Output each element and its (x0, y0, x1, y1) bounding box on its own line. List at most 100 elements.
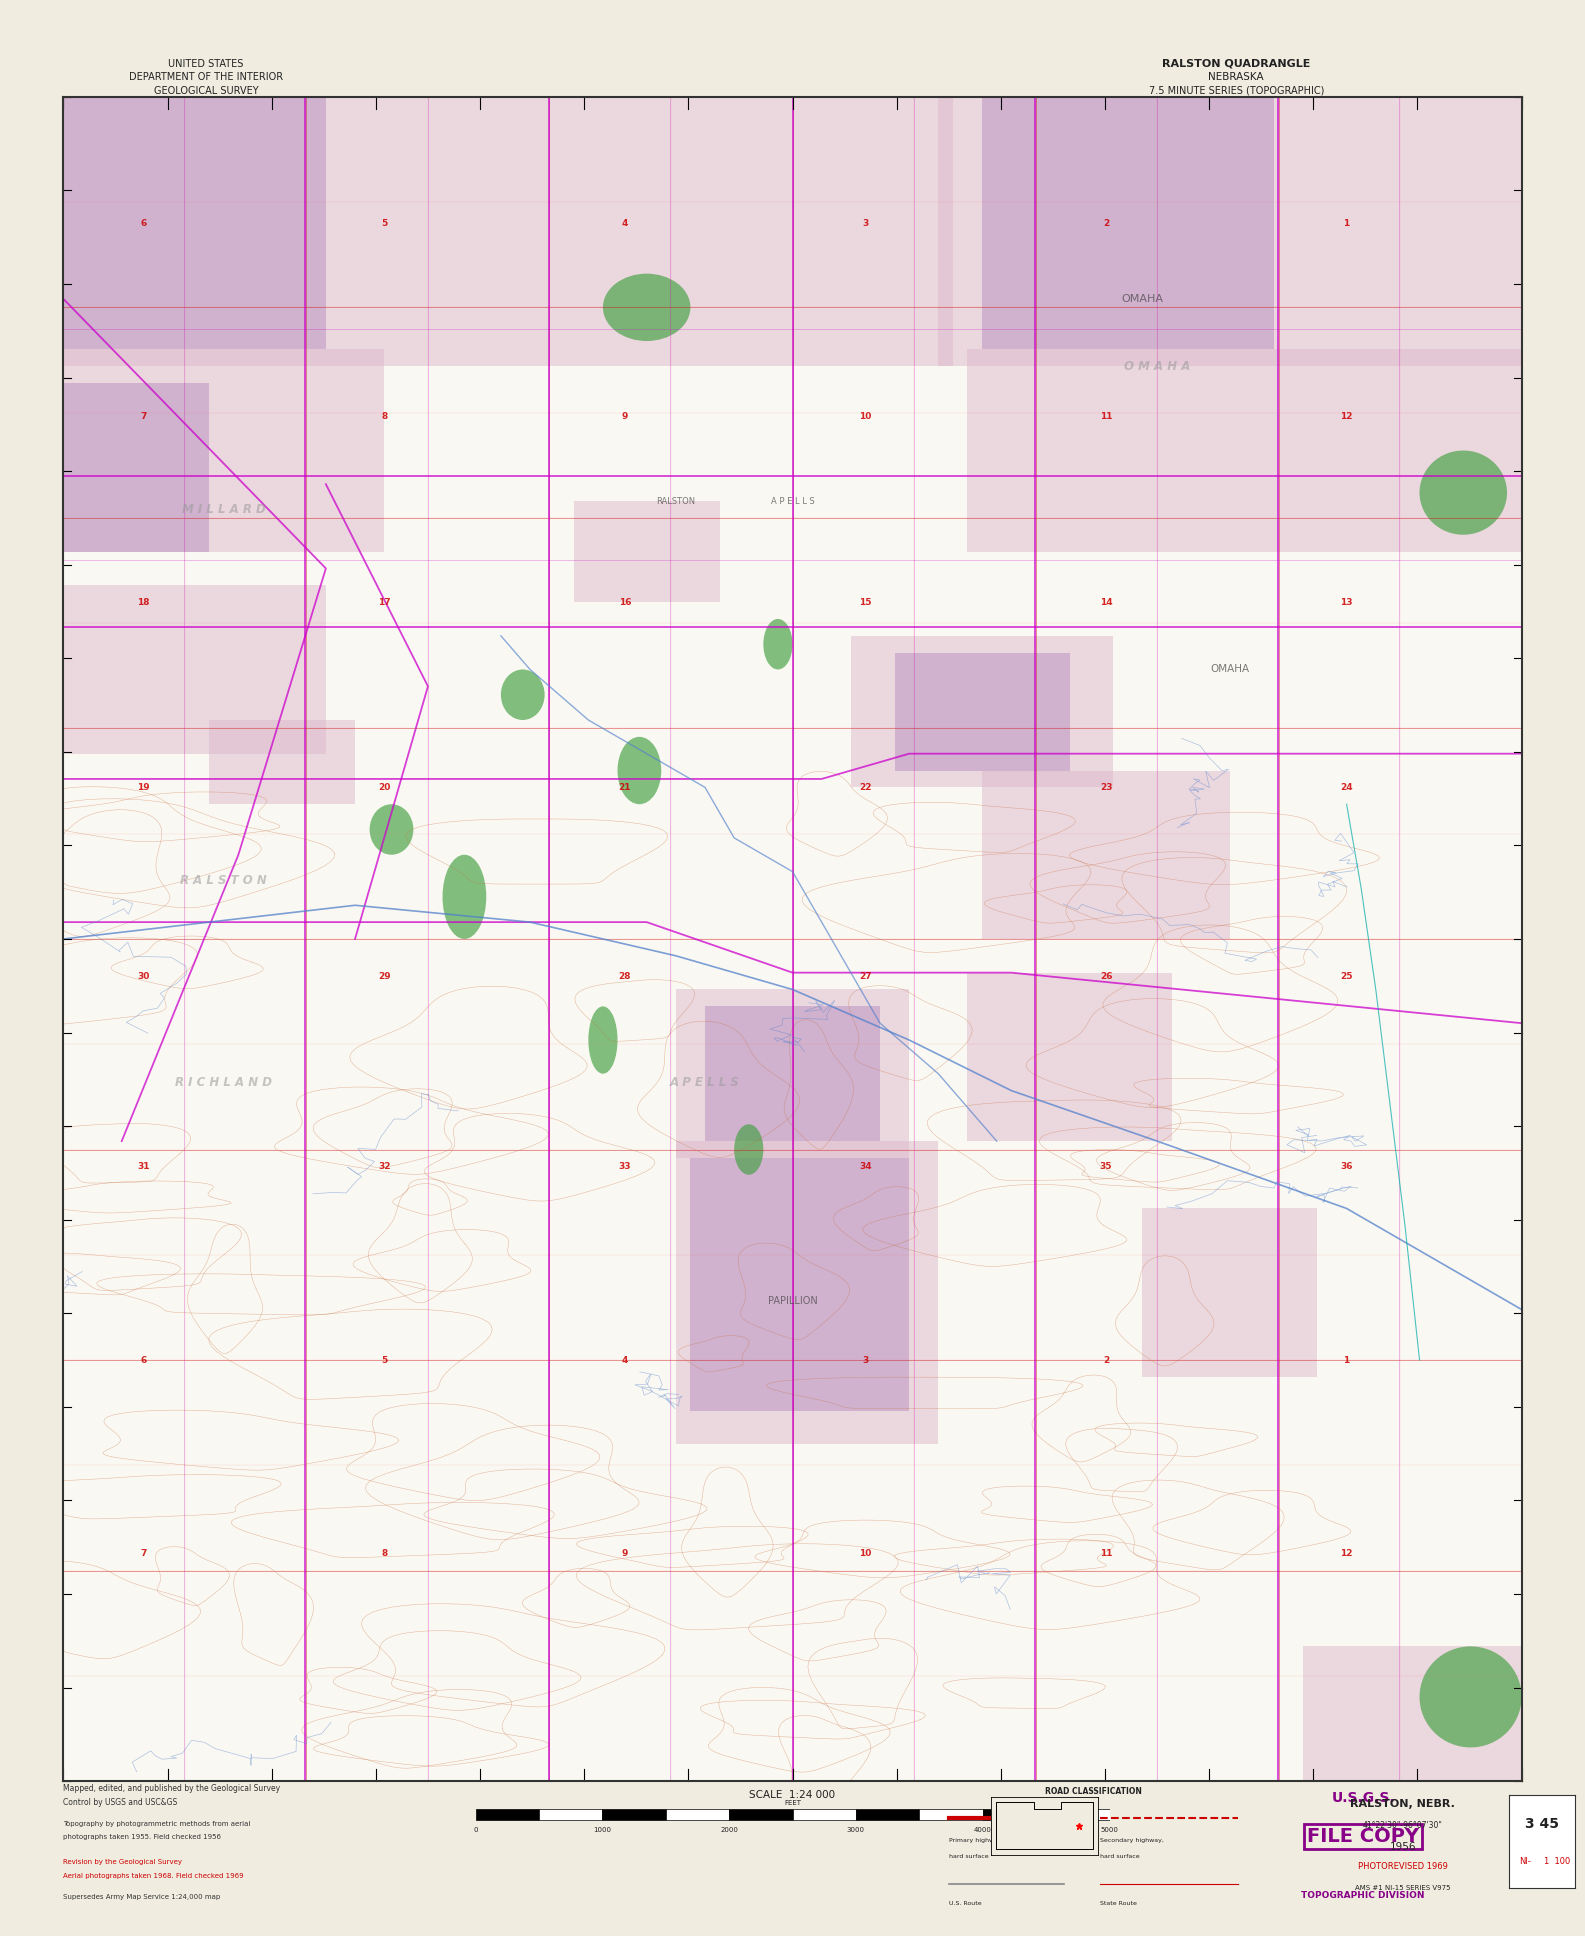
Text: 6: 6 (141, 219, 147, 228)
Ellipse shape (1420, 1646, 1522, 1748)
Text: 2: 2 (1103, 219, 1109, 228)
Text: OMAHA: OMAHA (1211, 664, 1249, 674)
Text: 27: 27 (859, 972, 872, 980)
Text: Mapped, edited, and published by the Geological Survey: Mapped, edited, and published by the Geo… (63, 1785, 281, 1793)
Text: 0: 0 (474, 1828, 477, 1833)
Text: 19: 19 (138, 782, 151, 792)
Text: GEOLOGICAL SURVEY: GEOLOGICAL SURVEY (154, 85, 258, 97)
Ellipse shape (602, 273, 691, 341)
Text: O M A H A: O M A H A (1124, 360, 1190, 374)
Text: 10: 10 (859, 1549, 872, 1558)
Bar (602, 1808, 666, 1820)
Text: NEBRASKA: NEBRASKA (1208, 72, 1265, 83)
Text: 30: 30 (138, 972, 151, 980)
Text: TOPOGRAPHIC DIVISION: TOPOGRAPHIC DIVISION (1301, 1891, 1425, 1899)
Bar (63, 97, 327, 350)
Bar (983, 771, 1230, 939)
Text: 25: 25 (1341, 972, 1354, 980)
Bar (851, 635, 1113, 788)
Text: FEET: FEET (785, 1800, 800, 1806)
Bar (983, 97, 1274, 350)
Text: 22: 22 (859, 782, 872, 792)
Text: 34: 34 (859, 1162, 872, 1171)
Text: 12: 12 (1341, 412, 1354, 422)
Text: hard surface: hard surface (1100, 1853, 1140, 1859)
Text: 28: 28 (618, 972, 631, 980)
Ellipse shape (442, 856, 487, 939)
Text: 1  100: 1 100 (1544, 1857, 1571, 1866)
Text: Revision by the Geological Survey: Revision by the Geological Survey (63, 1859, 182, 1866)
Bar (705, 1007, 880, 1140)
Ellipse shape (501, 670, 545, 720)
Bar (983, 1808, 1046, 1820)
Ellipse shape (588, 1007, 618, 1074)
Text: 18: 18 (138, 598, 151, 606)
Bar (476, 1808, 539, 1820)
Text: AMS #1 NI-15 SERIES V975: AMS #1 NI-15 SERIES V975 (1355, 1884, 1450, 1891)
Bar (792, 1808, 856, 1820)
Text: 41°22'30"-96°07'30": 41°22'30"-96°07'30" (1363, 1822, 1442, 1830)
Text: SCALE  1:24 000: SCALE 1:24 000 (750, 1789, 835, 1800)
Text: State Route: State Route (1100, 1901, 1136, 1905)
Text: 2: 2 (1103, 1355, 1109, 1365)
Text: 3 45: 3 45 (1525, 1818, 1560, 1831)
Bar (545, 97, 953, 366)
Text: Primary highway,: Primary highway, (949, 1837, 1003, 1843)
Text: hard surface: hard surface (949, 1853, 989, 1859)
Text: OMAHA: OMAHA (1122, 294, 1163, 304)
Text: PAPILLION: PAPILLION (767, 1295, 818, 1307)
Text: 1956: 1956 (1390, 1841, 1415, 1853)
Text: 5000: 5000 (1100, 1828, 1119, 1833)
Text: 8: 8 (380, 412, 387, 422)
Text: 29: 29 (377, 972, 390, 980)
Text: 11: 11 (1100, 412, 1113, 422)
Text: 7: 7 (141, 412, 147, 422)
Text: 7.5 MINUTE SERIES (TOPOGRAPHIC): 7.5 MINUTE SERIES (TOPOGRAPHIC) (1149, 85, 1323, 97)
Text: 14: 14 (1100, 598, 1113, 606)
Text: 10: 10 (859, 412, 872, 422)
Bar (63, 350, 384, 552)
Text: 26: 26 (1100, 972, 1113, 980)
Text: 9: 9 (621, 412, 628, 422)
Text: 36: 36 (1341, 1162, 1354, 1171)
Text: ROAD CLASSIFICATION: ROAD CLASSIFICATION (1045, 1787, 1143, 1797)
Bar (574, 501, 720, 602)
Text: DEPARTMENT OF THE INTERIOR: DEPARTMENT OF THE INTERIOR (128, 72, 284, 83)
Text: 12: 12 (1341, 1549, 1354, 1558)
Text: FILE COPY: FILE COPY (1308, 1828, 1419, 1847)
Text: 8: 8 (380, 1549, 387, 1558)
Text: UNITED STATES: UNITED STATES (168, 58, 244, 70)
Text: Aerial photographs taken 1968. Field checked 1969: Aerial photographs taken 1968. Field che… (63, 1872, 244, 1880)
Bar (691, 1158, 910, 1411)
Text: 24: 24 (1341, 782, 1354, 792)
Text: Supersedes Army Map Service 1:24,000 map: Supersedes Army Map Service 1:24,000 map (63, 1893, 220, 1901)
Text: 6: 6 (141, 1355, 147, 1365)
Text: 17: 17 (377, 598, 390, 606)
Text: 15: 15 (859, 598, 872, 606)
Bar (539, 1808, 602, 1820)
Ellipse shape (369, 803, 414, 856)
Ellipse shape (734, 1125, 764, 1175)
Bar (1303, 1646, 1522, 1781)
Bar (675, 989, 910, 1158)
Text: Secondary highway,: Secondary highway, (1100, 1837, 1163, 1843)
Text: 1000: 1000 (593, 1828, 612, 1833)
Bar (729, 1808, 792, 1820)
Text: NI-: NI- (1520, 1857, 1531, 1866)
Text: 20: 20 (377, 782, 390, 792)
Text: 3: 3 (862, 1355, 869, 1365)
Ellipse shape (618, 738, 661, 803)
Text: 11: 11 (1100, 1549, 1113, 1558)
Text: A P E L L S: A P E L L S (670, 1076, 740, 1088)
Text: U.S.G.S.: U.S.G.S. (1331, 1791, 1395, 1804)
Text: U.S. Route: U.S. Route (949, 1901, 981, 1905)
Text: 3: 3 (862, 219, 869, 228)
Ellipse shape (1420, 451, 1507, 534)
Text: 13: 13 (1341, 598, 1354, 606)
Text: 35: 35 (1100, 1162, 1113, 1171)
Text: 4: 4 (621, 219, 628, 228)
Bar (967, 972, 1171, 1140)
Bar (894, 652, 1070, 771)
Bar (63, 585, 327, 753)
Text: RALSTON: RALSTON (656, 496, 696, 505)
